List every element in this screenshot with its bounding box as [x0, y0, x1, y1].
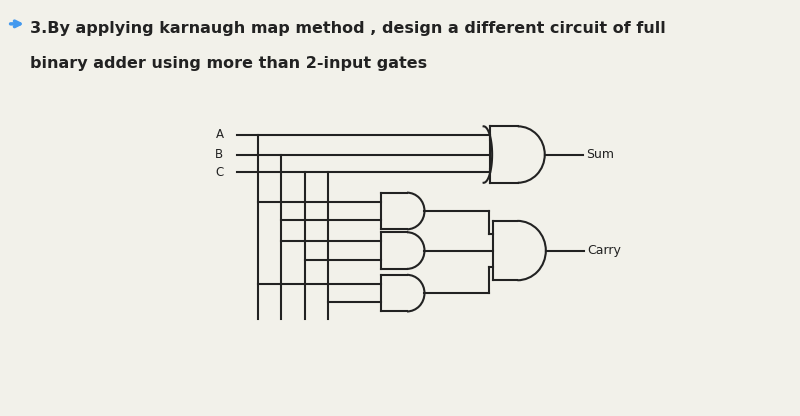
Text: C: C	[215, 166, 223, 179]
Text: B: B	[215, 148, 223, 161]
Text: Sum: Sum	[586, 148, 614, 161]
Text: 3.By applying karnaugh map method , design a different circuit of full: 3.By applying karnaugh map method , desi…	[30, 21, 666, 36]
Text: Carry: Carry	[587, 244, 622, 257]
Text: A: A	[215, 128, 223, 141]
Text: binary adder using more than 2-input gates: binary adder using more than 2-input gat…	[30, 56, 427, 71]
